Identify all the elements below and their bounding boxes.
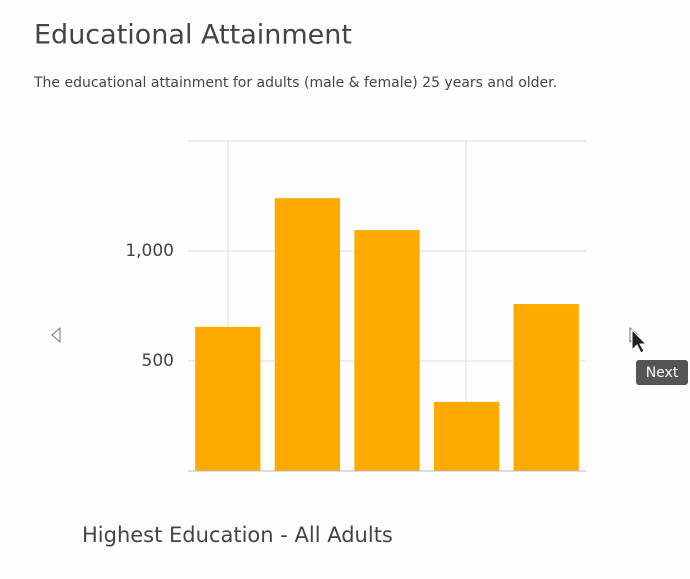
bar — [354, 230, 420, 471]
chart-subtitle: The educational attainment for adults (m… — [33, 75, 557, 91]
bar — [195, 326, 261, 471]
bar — [274, 198, 341, 471]
chart-title: Educational Attainment — [34, 20, 352, 51]
tooltip-text: Next — [646, 365, 679, 381]
cursor — [631, 328, 648, 354]
bar — [513, 304, 579, 471]
tooltip — [636, 360, 688, 385]
x-axis-label: Highest Education - All Adults — [82, 523, 393, 547]
y-tick-label: 500 — [142, 351, 174, 371]
bar — [433, 401, 500, 471]
y-tick-label: 1,000 — [125, 241, 174, 261]
prev-arrow[interactable] — [51, 326, 61, 344]
